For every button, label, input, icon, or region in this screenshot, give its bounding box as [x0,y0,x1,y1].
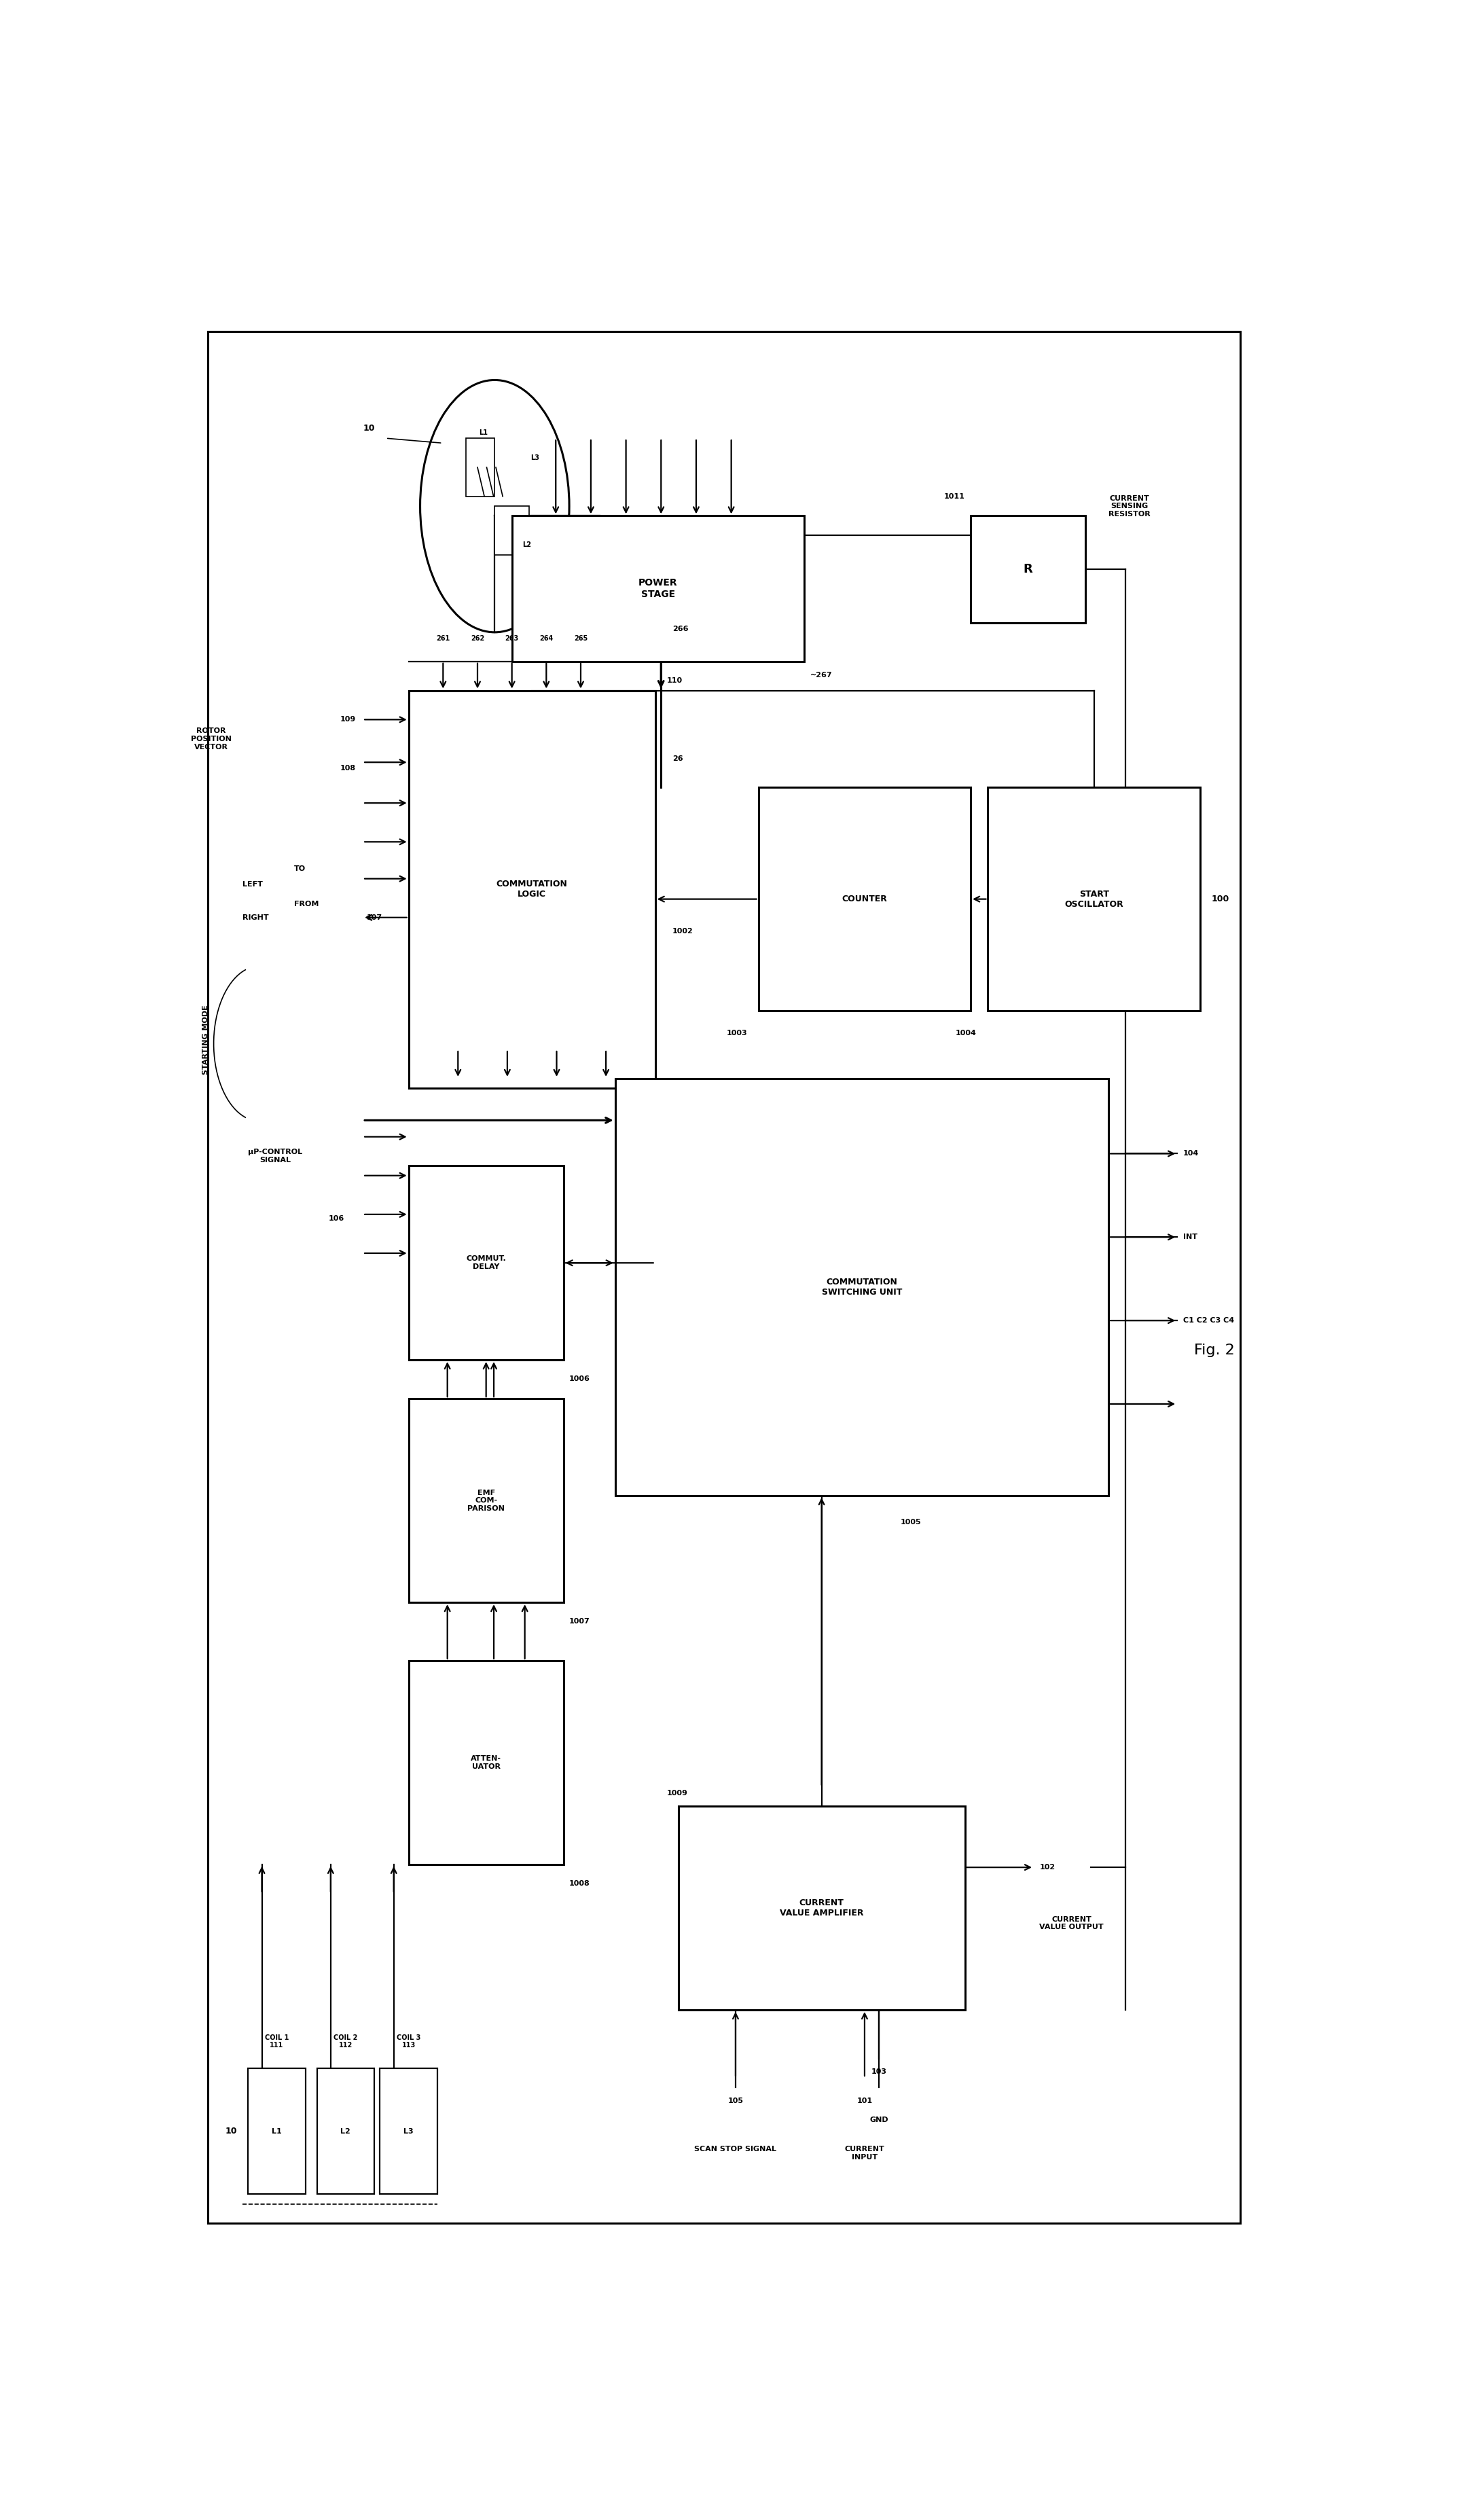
Text: 264: 264 [539,635,554,643]
Bar [678,1807,965,2011]
Text: 1005: 1005 [901,1520,922,1525]
Bar [408,1399,564,1603]
Text: 104: 104 [1183,1149,1199,1157]
Text: COMMUT.
DELAY: COMMUT. DELAY [466,1255,506,1270]
Text: EMF
COM-
PARISON: EMF COM- PARISON [468,1489,505,1512]
Text: 261: 261 [437,635,450,643]
Text: 265: 265 [574,635,588,643]
Text: 1004: 1004 [956,1031,977,1036]
Text: L2: L2 [340,2127,351,2134]
Text: RIGHT: RIGHT [243,915,268,920]
Text: 266: 266 [672,625,688,633]
Bar [408,1167,564,1361]
Text: 110: 110 [667,678,682,683]
Bar [317,2069,374,2195]
Text: ~267: ~267 [811,670,833,678]
Text: C1 C2 C3 C4: C1 C2 C3 C4 [1183,1318,1234,1323]
Text: 107: 107 [367,915,382,920]
Text: COMMUTATION
LOGIC: COMMUTATION LOGIC [496,879,568,900]
Text: CURRENT
VALUE OUTPUT: CURRENT VALUE OUTPUT [1039,1915,1104,1930]
Text: Fig. 2: Fig. 2 [1194,1343,1234,1356]
Text: 1011: 1011 [944,494,965,499]
Text: CURRENT
SENSING
RESISTOR: CURRENT SENSING RESISTOR [1109,494,1150,517]
Text: 1003: 1003 [727,1031,747,1036]
Text: 108: 108 [340,764,355,771]
Text: 1002: 1002 [672,927,693,935]
Bar [408,690,656,1089]
Bar [408,1661,564,1865]
Text: 106: 106 [329,1215,345,1222]
Text: STARTING MODE: STARTING MODE [203,1005,209,1074]
Text: 10: 10 [225,2127,237,2134]
Text: 100: 100 [1212,895,1230,905]
Text: L3: L3 [404,2127,413,2134]
Text: 103: 103 [872,2069,887,2074]
Text: L1: L1 [272,2127,281,2134]
Text: 26: 26 [672,756,684,761]
Text: POWER
STAGE: POWER STAGE [638,580,678,600]
Bar [989,786,1200,1011]
Text: 102: 102 [1039,1865,1055,1870]
Bar [616,1079,1109,1497]
Text: 10: 10 [363,423,374,433]
Text: GND: GND [870,2117,888,2124]
Text: CURRENT
INPUT: CURRENT INPUT [845,2147,885,2160]
Text: 1008: 1008 [570,1880,591,1887]
Text: 1007: 1007 [570,1618,591,1625]
Bar [971,517,1085,622]
Bar [466,438,494,496]
Text: COIL 1
111: COIL 1 111 [265,2034,289,2049]
Text: ROTOR
POSITION
VECTOR: ROTOR POSITION VECTOR [191,728,231,751]
Text: L2: L2 [522,542,531,549]
Text: 1009: 1009 [666,1789,688,1797]
Text: LEFT: LEFT [243,882,262,887]
Text: 105: 105 [728,2097,743,2104]
Text: COUNTER: COUNTER [842,895,888,905]
Text: 101: 101 [857,2097,872,2104]
Text: L3: L3 [530,454,539,461]
Text: R: R [1023,562,1033,575]
Text: START
OSCILLATOR: START OSCILLATOR [1064,890,1123,910]
Text: 1006: 1006 [570,1376,591,1383]
Text: COMMUTATION
SWITCHING UNIT: COMMUTATION SWITCHING UNIT [821,1278,901,1298]
Text: 262: 262 [471,635,484,643]
Text: ATTEN-
UATOR: ATTEN- UATOR [471,1756,502,1769]
Bar [380,2069,438,2195]
Text: FROM: FROM [295,900,318,907]
Text: 263: 263 [505,635,519,643]
Text: CURRENT
VALUE AMPLIFIER: CURRENT VALUE AMPLIFIER [780,1898,863,1918]
Bar [249,2069,305,2195]
Text: COIL 3
113: COIL 3 113 [397,2034,420,2049]
Text: 109: 109 [340,716,355,723]
Text: L1: L1 [480,428,487,436]
Bar [494,507,530,554]
Text: μP-CONTROL
SIGNAL: μP-CONTROL SIGNAL [249,1149,302,1164]
Text: INT: INT [1183,1235,1197,1240]
Bar [759,786,971,1011]
Text: COIL 2
112: COIL 2 112 [333,2034,358,2049]
Text: SCAN STOP SIGNAL: SCAN STOP SIGNAL [694,2147,777,2152]
Text: TO: TO [295,864,305,872]
Bar [512,517,805,660]
